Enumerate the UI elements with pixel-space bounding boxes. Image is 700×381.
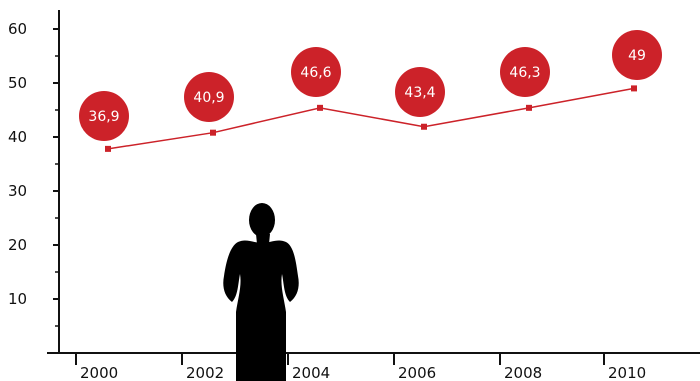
y-tick-label: 20 xyxy=(8,236,27,254)
data-label-bubble xyxy=(612,30,662,80)
y-axis: 10 20 30 40 50 60 xyxy=(8,10,60,353)
data-point xyxy=(210,129,216,136)
data-label: 49 xyxy=(628,48,646,64)
data-label: 36,9 xyxy=(88,109,119,125)
y-tick-label: 40 xyxy=(8,128,27,146)
x-axis: 2000 2002 2004 2006 2008 2010 xyxy=(47,352,700,381)
y-tick-label: 10 xyxy=(8,290,27,308)
data-label: 43,4 xyxy=(404,85,435,101)
x-tick-label: 2010 xyxy=(608,364,646,381)
x-tick-label: 2002 xyxy=(186,364,224,381)
data-label: 40,9 xyxy=(193,90,224,106)
data-label-bubble xyxy=(291,47,341,97)
data-label: 46,6 xyxy=(300,65,331,81)
data-label-bubble xyxy=(500,47,550,97)
x-tick-label: 2006 xyxy=(398,364,436,381)
data-label-bubble xyxy=(79,91,129,141)
y-tick-label: 50 xyxy=(8,74,27,92)
data-label-bubble xyxy=(395,67,445,117)
x-tick-label: 2004 xyxy=(292,364,330,381)
data-point xyxy=(421,123,427,130)
x-tick-label: 2000 xyxy=(80,364,118,381)
data-label: 46,3 xyxy=(509,65,540,81)
y-tick-label: 30 xyxy=(8,182,27,200)
woman-silhouette-icon xyxy=(223,203,299,381)
series-line xyxy=(107,87,635,150)
data-point xyxy=(526,104,532,111)
data-label-bubble xyxy=(184,72,234,122)
data-point xyxy=(317,104,323,111)
data-point xyxy=(105,145,111,152)
x-tick-label: 2008 xyxy=(504,364,542,381)
data-point xyxy=(631,85,637,92)
y-tick-label: 60 xyxy=(8,20,27,38)
